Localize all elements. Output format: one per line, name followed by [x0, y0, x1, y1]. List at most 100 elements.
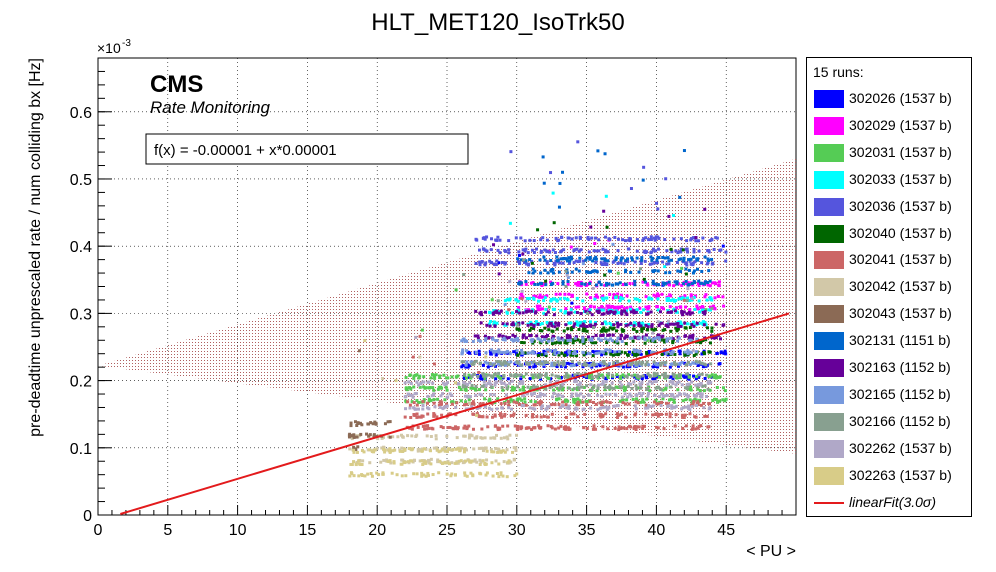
data-point	[693, 294, 697, 298]
data-point	[509, 460, 513, 464]
data-point	[527, 271, 531, 275]
data-point	[700, 361, 704, 365]
data-point	[634, 361, 638, 365]
data-point	[646, 394, 650, 398]
data-point	[684, 334, 688, 338]
data-point	[630, 374, 634, 378]
data-point	[481, 402, 485, 406]
data-point	[701, 365, 705, 369]
data-point	[615, 412, 619, 416]
data-point	[550, 324, 554, 328]
data-point	[404, 387, 408, 391]
data-point	[505, 322, 509, 326]
data-point	[483, 461, 487, 465]
data-point	[506, 399, 510, 403]
data-point	[422, 447, 426, 451]
data-point	[564, 323, 568, 327]
data-point	[518, 397, 522, 401]
data-point	[656, 365, 660, 369]
data-point	[349, 424, 353, 428]
data-point	[618, 306, 622, 310]
data-point	[713, 281, 717, 285]
data-point	[620, 311, 624, 315]
data-point	[573, 248, 577, 252]
data-point	[473, 334, 477, 338]
data-point	[681, 406, 685, 410]
data-point	[469, 471, 473, 475]
data-point	[524, 299, 528, 303]
data-point	[653, 393, 657, 397]
data-point	[682, 256, 686, 260]
data-point	[574, 282, 578, 286]
data-point	[575, 247, 579, 251]
data-point	[565, 297, 569, 301]
data-point	[478, 463, 482, 467]
data-point	[347, 433, 351, 437]
data-point	[529, 360, 533, 364]
data-point	[663, 374, 667, 378]
data-point	[418, 334, 422, 338]
data-point	[579, 324, 583, 328]
data-point	[689, 385, 693, 389]
legend-label: 302029 (1537 b)	[849, 116, 952, 133]
data-point	[604, 248, 608, 252]
data-point	[582, 306, 586, 310]
data-point	[454, 288, 458, 292]
data-point	[555, 397, 559, 401]
data-point	[679, 324, 683, 328]
data-point	[616, 237, 620, 241]
data-point	[650, 350, 654, 354]
legend-swatch	[814, 332, 844, 351]
data-point	[548, 380, 552, 384]
data-point	[639, 261, 643, 265]
data-point	[490, 407, 494, 411]
legend-label: 302026 (1537 b)	[849, 90, 952, 106]
data-point	[481, 459, 485, 463]
data-point	[566, 327, 570, 331]
data-point	[592, 326, 596, 330]
data-point	[638, 298, 642, 302]
data-point	[352, 474, 356, 478]
data-point	[653, 362, 657, 366]
data-point	[664, 351, 668, 355]
data-point	[589, 305, 593, 309]
data-point	[470, 384, 474, 388]
data-point	[559, 376, 563, 380]
data-point	[597, 351, 601, 355]
data-point	[535, 334, 539, 338]
data-point	[407, 447, 411, 451]
data-point	[662, 427, 666, 431]
data-point	[574, 398, 578, 402]
data-point	[689, 350, 693, 354]
data-point	[592, 361, 596, 365]
data-point	[685, 299, 689, 303]
data-point	[509, 414, 513, 418]
data-point	[425, 434, 429, 438]
data-point	[627, 299, 631, 303]
data-point	[700, 392, 704, 396]
data-point	[476, 336, 480, 340]
data-point	[669, 258, 673, 262]
data-point	[597, 249, 601, 253]
data-point	[353, 420, 357, 424]
data-point	[517, 373, 521, 377]
data-point	[602, 209, 606, 213]
data-point	[422, 473, 426, 477]
data-point	[712, 304, 716, 308]
data-point	[498, 427, 502, 431]
data-point	[507, 251, 511, 255]
data-point	[539, 271, 543, 275]
data-point	[586, 282, 590, 286]
data-point	[658, 361, 662, 365]
data-point	[582, 363, 586, 367]
data-point	[574, 259, 578, 263]
data-point	[388, 420, 392, 424]
data-point	[699, 424, 703, 428]
data-point	[524, 310, 528, 314]
data-point	[656, 426, 660, 430]
data-point	[560, 384, 564, 388]
data-point	[429, 376, 433, 380]
data-point	[531, 349, 535, 353]
data-point	[714, 336, 718, 340]
data-point	[569, 395, 573, 399]
